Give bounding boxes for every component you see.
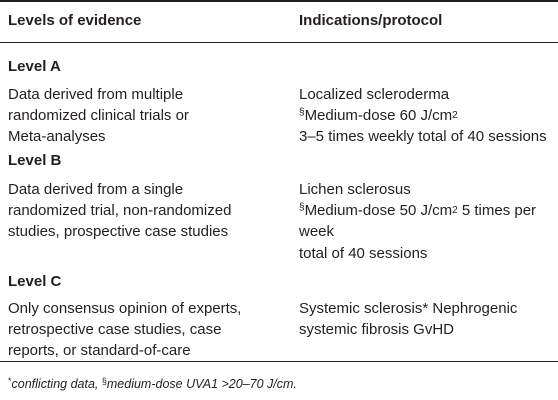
level-b-label: Level B [8,152,62,169]
level-a-protocol: 3–5 times weekly total of 40 sessions [299,128,547,145]
level-c-evidence-line-2: retrospective case studies, case [8,321,222,338]
level-c-evidence-line-1: Only consensus opinion of experts, [8,300,242,317]
level-b-protocol-line-2: total of 40 sessions [299,245,428,262]
level-b-indication: Lichen sclerosus [299,181,411,198]
dose-suffix: 5 times per [457,202,537,219]
level-b-protocol-line-1: week [299,223,335,240]
level-b-dose: §Medium-dose 50 J/cm2 5 times per [299,202,536,222]
dose-exponent: 2 [452,205,458,216]
level-c-evidence-line-3: reports, or standard-of-care [8,342,191,359]
footnote-section-text: medium-dose UVA1 >20–70 J/cm. [106,377,297,391]
level-c-indication-line-2: systemic fibrosis GvHD [299,321,455,338]
dose-exponent: 2 [452,110,458,121]
section-symbol: § [299,202,305,213]
level-b-evidence-line-2: randomized trial, non-randomized [8,202,232,219]
footnote-section-symbol: § [101,376,107,386]
header-levels-of-evidence: Levels of evidence [8,12,142,29]
dose-text: Medium-dose 50 J/cm [304,202,453,219]
level-a-evidence-line-1: Data derived from multiple [8,86,184,103]
level-b-evidence-line-3: studies, prospective case studies [8,223,229,240]
header-rule [0,42,558,43]
level-b-evidence-line-1: Data derived from a single [8,181,184,198]
level-a-label: Level A [8,58,61,75]
section-symbol: § [299,107,305,118]
footnote-star-text: conflicting data, [11,377,102,391]
table-bottom-rule [0,361,558,362]
table-footnote: *conflicting data, §medium-dose UVA1 >20… [8,376,297,393]
level-a-evidence-line-3: Meta-analyses [8,128,106,145]
table-top-rule [0,0,558,2]
level-a-indication: Localized scleroderma [299,86,450,103]
footnote-star: * [8,376,12,386]
level-a-dose: §Medium-dose 60 J/cm2 [299,107,458,127]
header-indications-protocol: Indications/protocol [299,12,443,29]
level-c-indication-line-1: Systemic sclerosis* Nephrogenic [299,300,518,317]
level-a-evidence-line-2: randomized clinical trials or [8,107,189,124]
level-c-label: Level C [8,273,62,290]
dose-text: Medium-dose 60 J/cm [304,107,453,124]
